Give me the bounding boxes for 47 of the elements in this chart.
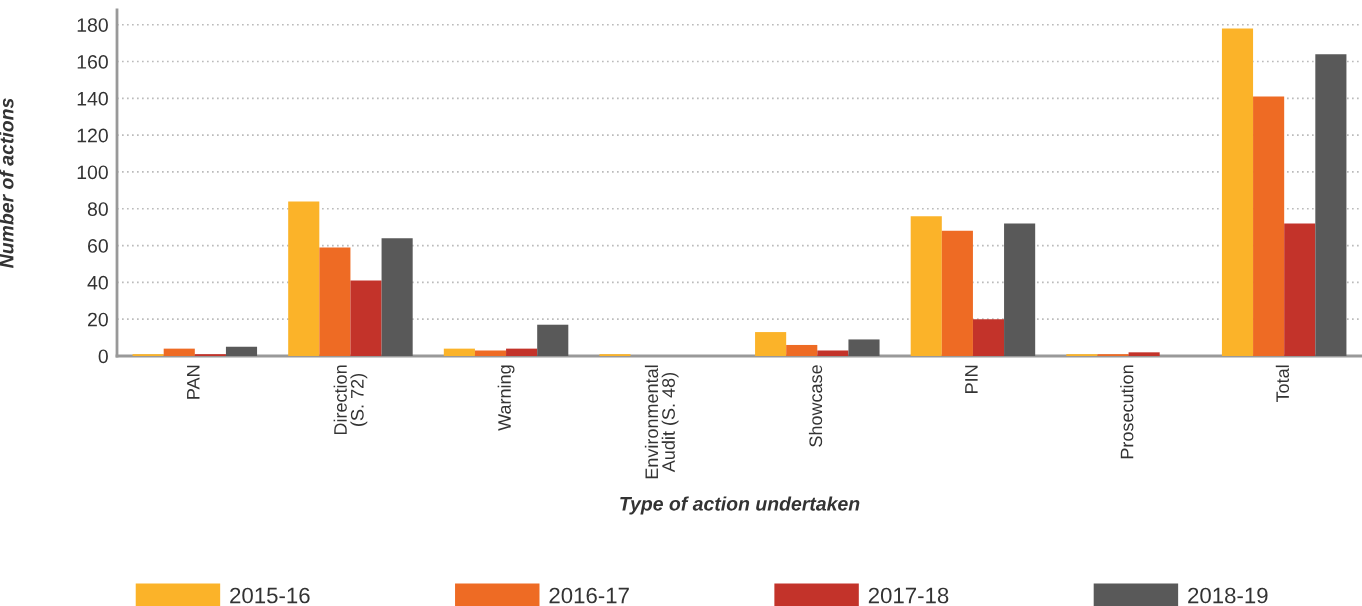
x-tick-label: Total bbox=[1275, 365, 1290, 403]
y-axis-title: Number of actions bbox=[0, 98, 14, 268]
x-tick-label: Showcase bbox=[808, 365, 823, 447]
bar bbox=[848, 339, 880, 356]
bar bbox=[786, 344, 818, 356]
y-tick-label: 0 bbox=[98, 349, 108, 364]
bar bbox=[941, 230, 973, 356]
legend-label: 2015-16 bbox=[230, 587, 310, 604]
bar bbox=[755, 332, 787, 356]
legend-label: 2016-17 bbox=[549, 587, 629, 604]
bar bbox=[817, 350, 849, 356]
bar bbox=[506, 348, 538, 356]
x-axis-title: Type of action undertaken bbox=[620, 496, 860, 515]
y-tick-label: 60 bbox=[88, 239, 108, 253]
y-tick-label: 120 bbox=[77, 128, 108, 143]
bar bbox=[350, 280, 382, 356]
bar bbox=[972, 319, 1005, 356]
x-tick-label: Warning bbox=[497, 365, 515, 431]
y-tick-label: 80 bbox=[87, 202, 108, 216]
bar bbox=[319, 247, 351, 356]
x-tick-label: Environmental Audit (S. 48) bbox=[644, 365, 679, 479]
y-tick-label: 100 bbox=[77, 165, 108, 180]
y-tick-label: 20 bbox=[88, 312, 108, 327]
bar bbox=[1284, 223, 1316, 356]
bar bbox=[1315, 54, 1347, 356]
bar bbox=[1128, 352, 1160, 356]
y-tick-label: 140 bbox=[77, 91, 108, 106]
bar bbox=[1004, 223, 1036, 356]
bar bbox=[443, 348, 475, 356]
y-tick-label: 40 bbox=[87, 275, 108, 290]
y-tick-label: 160 bbox=[77, 55, 108, 69]
bar bbox=[474, 350, 507, 356]
bar bbox=[225, 346, 258, 356]
x-tick-label: Direction (S. 72) bbox=[333, 365, 368, 435]
bar bbox=[910, 216, 942, 356]
bar bbox=[1221, 28, 1254, 356]
bar bbox=[1253, 96, 1285, 356]
x-tick-label: PIN bbox=[965, 365, 978, 393]
y-tick-label: 180 bbox=[77, 18, 108, 32]
legend-label: 2018-19 bbox=[1188, 587, 1268, 604]
bar bbox=[288, 201, 320, 356]
bar bbox=[163, 348, 195, 356]
bar bbox=[537, 324, 569, 356]
legend-label: 2017-18 bbox=[868, 587, 949, 604]
bar bbox=[381, 238, 413, 356]
x-tick-label: Prosecution bbox=[1120, 365, 1134, 459]
x-tick-label: PAN bbox=[187, 365, 200, 399]
